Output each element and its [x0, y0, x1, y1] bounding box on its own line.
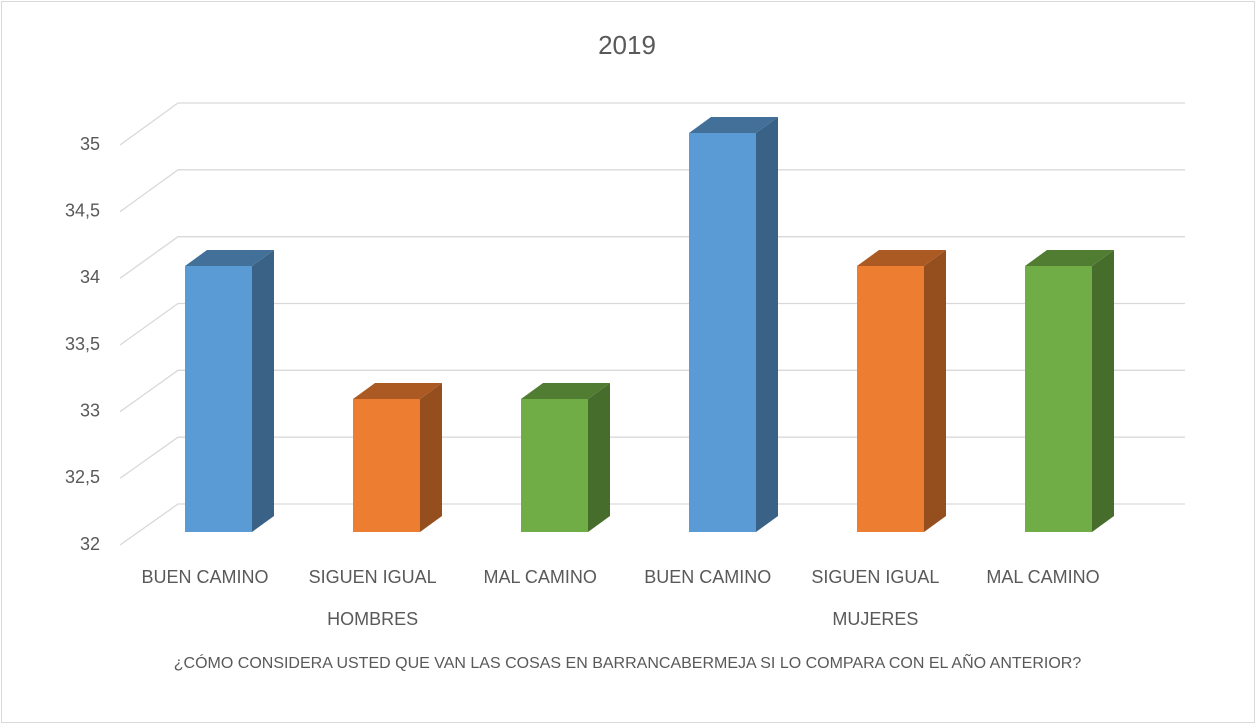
bar: [689, 133, 756, 532]
bar-side: [1092, 250, 1114, 532]
y-tick-label: 32: [80, 534, 100, 554]
x-tick-label: SIGUEN IGUAL: [309, 567, 437, 587]
grid-line: [119, 436, 1185, 479]
bar-top: [1025, 250, 1114, 266]
bar-top: [521, 383, 610, 399]
x-tick-label: MAL CAMINO: [986, 567, 1099, 587]
y-tick-label: 33,5: [65, 334, 100, 354]
grid-line: [119, 169, 1185, 213]
bar: [185, 266, 252, 532]
group-label: HOMBRES: [327, 609, 418, 629]
bar-side: [420, 383, 442, 532]
bar: [857, 266, 924, 532]
bar: [353, 399, 420, 532]
bar-top: [857, 250, 946, 266]
bar-top: [185, 250, 274, 266]
y-tick-label: 34: [80, 267, 100, 287]
bar-side: [756, 117, 778, 532]
x-tick-label: SIGUEN IGUAL: [811, 567, 939, 587]
bar-side: [252, 250, 274, 532]
x-axis-title: ¿CÓMO CONSIDERA USTED QUE VAN LAS COSAS …: [173, 655, 1082, 672]
bar: [521, 399, 588, 532]
grid-line: [119, 369, 1185, 413]
chart-title: 2019: [598, 30, 656, 60]
grid-line: [119, 503, 1185, 546]
bar: [1025, 266, 1092, 532]
bar-top: [353, 383, 442, 399]
bar-side: [588, 383, 610, 532]
x-tick-label: BUEN CAMINO: [141, 567, 268, 587]
group-label: MUJERES: [832, 609, 918, 629]
bar-top: [689, 117, 778, 133]
y-tick-label: 35: [80, 134, 100, 154]
x-tick-label: MAL CAMINO: [484, 567, 597, 587]
x-tick-label: BUEN CAMINO: [644, 567, 771, 587]
bar-side: [924, 250, 946, 532]
y-tick-label: 34,5: [65, 200, 100, 220]
y-tick-label: 32,5: [65, 467, 100, 487]
grid-line: [119, 302, 1185, 346]
grid-line: [119, 102, 1185, 146]
grid-line: [119, 236, 1185, 279]
y-tick-label: 33: [80, 400, 100, 420]
